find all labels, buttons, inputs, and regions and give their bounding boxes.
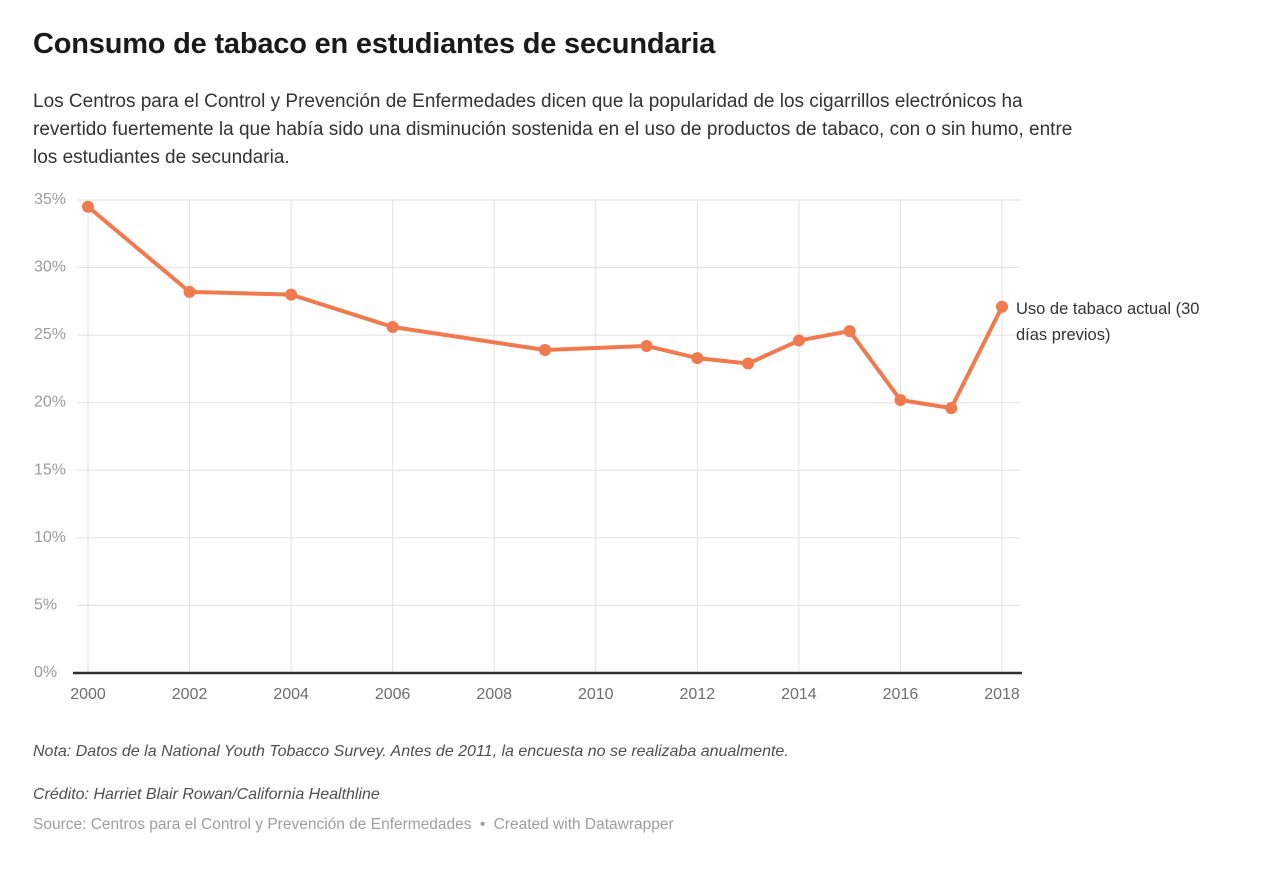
data-point-2002[interactable] <box>183 285 196 298</box>
data-point-2013[interactable] <box>742 357 755 370</box>
y-axis-label-10%: 10% <box>34 529 66 546</box>
y-axis-label-30%: 30% <box>34 259 66 276</box>
data-point-2006[interactable] <box>386 321 399 334</box>
x-axis-label-2018: 2018 <box>984 686 1020 703</box>
description-line-3: los estudiantes de secundaria. <box>33 147 290 168</box>
y-axis-label-25%: 25% <box>34 326 66 343</box>
series-label: Uso de tabaco actual (30 días previos) <box>1016 300 1200 344</box>
chart-credit: Crédito: Harriet Blair Rowan/California … <box>33 786 380 803</box>
data-point-2012[interactable] <box>691 352 704 365</box>
y-axis-label-5%: 5% <box>34 596 57 613</box>
data-point-2018[interactable] <box>996 300 1008 313</box>
chart-description: Los Centros para el Control y Prevención… <box>33 88 1072 172</box>
source-text: Source: Centros para el Control y Preven… <box>33 816 472 833</box>
description-line-2: revertido fuertemente la que había sido … <box>33 119 1073 140</box>
y-axis-label-20%: 20% <box>34 394 66 411</box>
y-axis-label-0%: 0% <box>34 664 57 681</box>
data-point-2014[interactable] <box>792 334 805 347</box>
data-point-2009[interactable] <box>539 344 551 357</box>
x-axis-label-2014: 2014 <box>781 686 817 703</box>
source-separator: • <box>479 816 486 833</box>
description-line-1: Los Centros para el Control y Prevención… <box>33 91 1023 112</box>
series-line <box>86 204 1004 411</box>
x-axis-label-2002: 2002 <box>172 686 208 703</box>
y-axis-label-35%: 35% <box>34 191 66 208</box>
data-point-2015[interactable] <box>843 325 856 338</box>
x-axis-label-2010: 2010 <box>578 686 614 703</box>
data-point-2011[interactable] <box>640 339 653 352</box>
data-point-2016[interactable] <box>894 394 907 407</box>
datawrapper-link[interactable]: Created with Datawrapper <box>493 816 674 833</box>
data-point-2004[interactable] <box>285 288 298 301</box>
chart-source-line: Source: Centros para el Control y Preven… <box>33 816 674 834</box>
x-axis-label-2006: 2006 <box>375 686 411 703</box>
x-axis-label-2000: 2000 <box>70 686 106 703</box>
page-title: Consumo de tabaco en estudiantes de secu… <box>33 28 716 60</box>
y-axis-label-15%: 15% <box>34 461 66 478</box>
chart-note: Nota: Datos de la National Youth Tobacco… <box>33 743 789 760</box>
x-axis-label-2004: 2004 <box>273 686 309 703</box>
x-axis-label-2016: 2016 <box>883 686 919 703</box>
data-point-2000[interactable] <box>82 200 94 213</box>
x-axis-label-2008: 2008 <box>476 686 512 703</box>
data-point-2017[interactable] <box>945 402 958 415</box>
x-axis-label-2012: 2012 <box>680 686 716 703</box>
